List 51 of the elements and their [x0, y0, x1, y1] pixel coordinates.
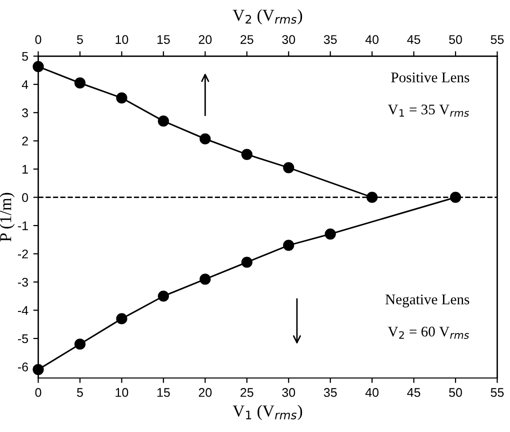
- y-tick-label: -6: [18, 362, 28, 372]
- x-tick-label: 35: [324, 388, 337, 397]
- x2-axis-title: V$_{2}$ (V$_{rms}$): [232, 9, 302, 24]
- x2-tick-label: 55: [490, 35, 504, 44]
- y-tick-label: 1: [22, 165, 28, 174]
- x2-tick-label: 40: [365, 35, 379, 44]
- x2-tick-label: 5: [77, 35, 83, 44]
- y-axis-title: P (1/m): [0, 192, 15, 242]
- y-tick-label: -2: [18, 250, 28, 258]
- x2-tick-label: 45: [407, 35, 420, 44]
- point: [450, 192, 462, 203]
- x-tick-label: 30: [282, 388, 296, 397]
- x-tick-label: 50: [449, 388, 462, 397]
- point: [241, 256, 252, 268]
- x2-tick-label: 15: [157, 35, 170, 44]
- x-tick-label: 15: [157, 388, 170, 397]
- y-tick-label: 4: [22, 80, 28, 89]
- x2-tick-label: 50: [449, 35, 462, 44]
- x2-tick-label: 10: [116, 35, 128, 44]
- point: [200, 274, 211, 285]
- y-tick-label: -1: [18, 221, 28, 230]
- x-tick-label: 55: [490, 388, 504, 397]
- y-tick-label: -3: [18, 278, 28, 287]
- x-tick-label: 40: [365, 388, 379, 397]
- point: [283, 240, 294, 251]
- annotation: Positive Lens: [391, 72, 470, 82]
- point: [74, 338, 86, 350]
- x-tick-label: 25: [240, 388, 254, 397]
- x-tick-label: 5: [77, 388, 83, 397]
- annotation: V$_{1}$ = 35 V$_{rms}$: [388, 104, 469, 117]
- y-tick-label: -5: [18, 334, 28, 344]
- x-axis-title: V$_{1}$ (V$_{rms}$): [232, 404, 302, 420]
- annotation: Negative Lens: [385, 294, 470, 308]
- x-tick-label: 10: [116, 388, 128, 397]
- y-tick-label: 2: [22, 136, 28, 146]
- y-tick-label: 0: [22, 193, 28, 202]
- point: [158, 290, 169, 302]
- x2-tick-label: 0: [35, 35, 42, 44]
- y-tick-label: 3: [22, 108, 28, 118]
- x2-tick-label: 25: [240, 35, 254, 44]
- x2-tick-label: 35: [324, 35, 337, 44]
- x-tick-label: 45: [407, 388, 420, 397]
- x2-tick-label: 30: [282, 35, 296, 44]
- x-tick-label: 20: [198, 388, 212, 397]
- x-tick-label: 0: [35, 388, 42, 397]
- point: [116, 313, 128, 324]
- annotation: V$_{2}$ = 60 V$_{rms}$: [388, 326, 469, 339]
- x2-tick-label: 20: [198, 35, 212, 44]
- y-tick-label: -4: [18, 306, 28, 315]
- y-tick-label: 5: [22, 52, 28, 61]
- point: [324, 228, 336, 240]
